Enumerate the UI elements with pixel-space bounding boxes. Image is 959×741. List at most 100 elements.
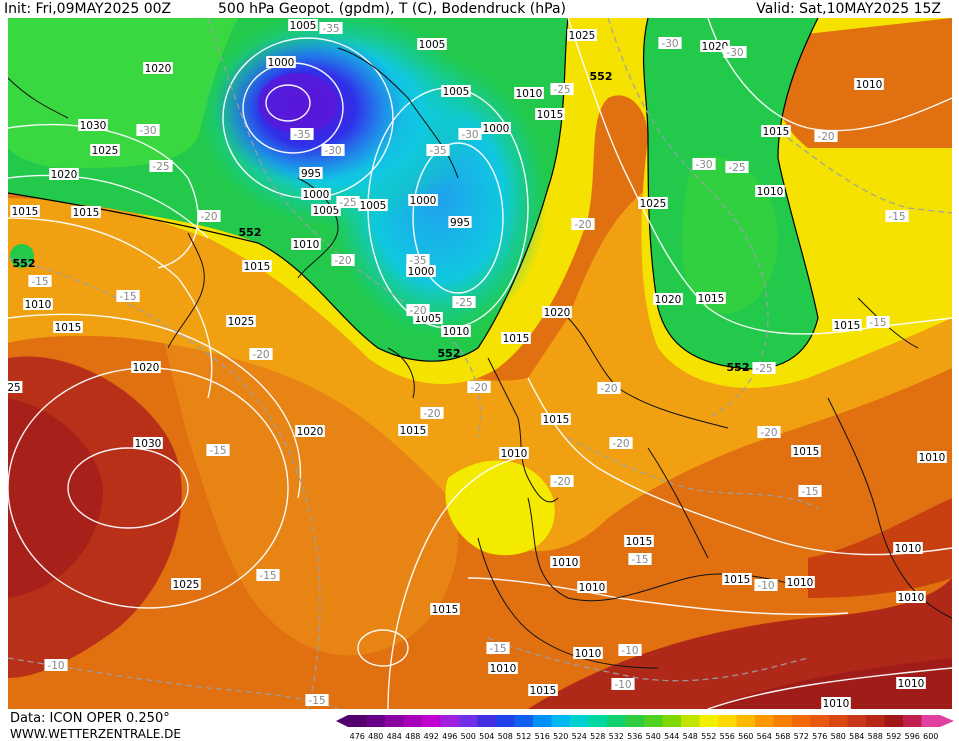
isobar-label-text: 1015 bbox=[400, 425, 427, 437]
isobar-label-text: 1015 bbox=[55, 322, 82, 334]
isobar-label: 1015 bbox=[242, 260, 272, 273]
isobar-label-text: 1010 bbox=[575, 648, 602, 660]
legend-swatch bbox=[903, 715, 922, 727]
legend-swatch bbox=[681, 715, 700, 727]
temperature-label-text: -30 bbox=[661, 38, 678, 50]
legend-swatch bbox=[829, 715, 848, 727]
legend-tick-label: 524 bbox=[572, 732, 587, 741]
legend-tick-label: 556 bbox=[720, 732, 735, 741]
isobar-label-text: 25 bbox=[8, 382, 21, 394]
legend-swatch bbox=[551, 715, 571, 727]
weather-map[interactable]: 1005 1020 1000 1005 1025 1020 1010 1030 1025 1020… bbox=[8, 18, 952, 709]
isobar-label-text: 1010 bbox=[25, 299, 52, 311]
temperature-label-text: -20 bbox=[553, 476, 570, 488]
temperature-label: -20 bbox=[249, 348, 273, 361]
isobar-label: 1020 bbox=[542, 306, 572, 319]
geopotential-label: 552 bbox=[727, 361, 750, 374]
legend-tick-label: 480 bbox=[368, 732, 383, 741]
legend-swatch bbox=[477, 715, 497, 727]
legend-swatch bbox=[385, 715, 404, 727]
temperature-label: -20 bbox=[757, 426, 781, 439]
legend-tick-label: 564 bbox=[757, 732, 772, 741]
geopotential-label-text: 552 bbox=[13, 257, 36, 270]
map-header: Init: Fri,09MAY2025 00Z 500 hPa Geopot. … bbox=[0, 0, 959, 18]
legend-tick-label: 596 bbox=[905, 732, 920, 741]
temperature-label: -35 bbox=[406, 254, 430, 267]
isobar-label-text: 1010 bbox=[856, 79, 883, 91]
geopotential-labels: 552 552 552 552 552 bbox=[13, 70, 750, 374]
legend-swatch bbox=[755, 715, 774, 727]
isobar-label: 1005 bbox=[288, 19, 318, 32]
temperature-label: -35 bbox=[290, 128, 314, 141]
isobar-label-text: 1010 bbox=[579, 582, 606, 594]
isobar-label-text: 1010 bbox=[895, 543, 922, 555]
temperature-labels: -35 -30 -30 -30 -25 -25 -35 -30 -35 -30 -30 -25 -20 -… bbox=[28, 22, 909, 707]
legend-swatch bbox=[588, 715, 608, 727]
isobar-label: 1020 bbox=[49, 168, 79, 181]
legend-tick-label: 544 bbox=[664, 732, 679, 741]
isobar-label: 1005 bbox=[417, 38, 447, 51]
legend-swatch bbox=[366, 715, 386, 727]
legend-tick-label: 508 bbox=[498, 732, 513, 741]
legend-swatch bbox=[459, 715, 478, 727]
isobar-label-text: 1000 bbox=[483, 123, 510, 135]
temperature-label-text: -35 bbox=[322, 23, 339, 35]
legend-swatch bbox=[662, 715, 682, 727]
temperature-label: -15 bbox=[28, 275, 52, 288]
temperature-label: -15 bbox=[256, 569, 280, 582]
isobar-label-text: 1010 bbox=[898, 592, 925, 604]
isobar-label: 1025 bbox=[171, 578, 201, 591]
temperature-label: -15 bbox=[885, 210, 909, 223]
isobar-label-text: 1015 bbox=[503, 333, 530, 345]
legend-swatch bbox=[699, 715, 719, 727]
temperature-label: -20 bbox=[420, 407, 444, 420]
legend-swatch bbox=[847, 715, 867, 727]
legend-tick-label: 532 bbox=[609, 732, 624, 741]
temperature-label: -15 bbox=[866, 316, 890, 329]
isobar-label-text: 1025 bbox=[92, 145, 119, 157]
isobar-label-text: 1010 bbox=[490, 663, 517, 675]
temperature-label-text: -10 bbox=[621, 645, 638, 657]
isobar-label: 1015 bbox=[791, 445, 821, 458]
isobar-label-text: 1005 bbox=[419, 39, 446, 51]
website-label[interactable]: WWW.WETTERZENTRALE.DE bbox=[10, 727, 181, 741]
isobar-label: 1015 bbox=[398, 424, 428, 437]
isobar-label: 1030 bbox=[78, 119, 108, 132]
temperature-label-text: -15 bbox=[308, 695, 325, 707]
temperature-label: -30 bbox=[321, 144, 345, 157]
temperature-label: -25 bbox=[550, 83, 574, 96]
isobar-label: 1025 bbox=[567, 29, 597, 42]
temperature-label: -25 bbox=[336, 196, 360, 209]
legend-tick-label: 516 bbox=[535, 732, 550, 741]
geopotential-label: 552 bbox=[13, 257, 36, 270]
temperature-label: -20 bbox=[467, 381, 491, 394]
isobar-label: 1015 bbox=[501, 332, 531, 345]
temperature-label: -15 bbox=[486, 642, 510, 655]
temperature-label-text: -20 bbox=[423, 408, 440, 420]
isobar-label: 1020 bbox=[700, 40, 730, 53]
isobar-label-text: 1015 bbox=[698, 293, 725, 305]
isobar-label: 1015 bbox=[722, 573, 752, 586]
legend-swatch bbox=[348, 715, 367, 727]
temperature-label-text: -30 bbox=[695, 159, 712, 171]
temperature-label-text: -20 bbox=[817, 131, 834, 143]
legend-tick-label: 476 bbox=[350, 732, 365, 741]
temperature-label: -20 bbox=[197, 210, 221, 223]
temperature-label: -25 bbox=[452, 296, 476, 309]
isobar-label-text: 1015 bbox=[834, 320, 861, 332]
temperature-label-text: -10 bbox=[614, 679, 631, 691]
isobar-label-text: 1005 bbox=[443, 86, 470, 98]
isobar-label: 1010 bbox=[917, 451, 947, 464]
isobar-label: 1015 bbox=[541, 413, 571, 426]
isobar-label-text: 1025 bbox=[640, 198, 667, 210]
legend-tick-label: 488 bbox=[405, 732, 420, 741]
isobar-label: 1025 bbox=[90, 144, 120, 157]
temperature-label: -35 bbox=[319, 22, 343, 35]
isobar-label-text: 1000 bbox=[410, 195, 437, 207]
legend-tick-label: 592 bbox=[886, 732, 901, 741]
temperature-label-text: -20 bbox=[334, 255, 351, 267]
isobar-label: 1015 bbox=[624, 535, 654, 548]
legend-tick-label: 512 bbox=[516, 732, 531, 741]
isobar-label: 1000 bbox=[301, 188, 331, 201]
isobar-label: 1010 bbox=[785, 576, 815, 589]
